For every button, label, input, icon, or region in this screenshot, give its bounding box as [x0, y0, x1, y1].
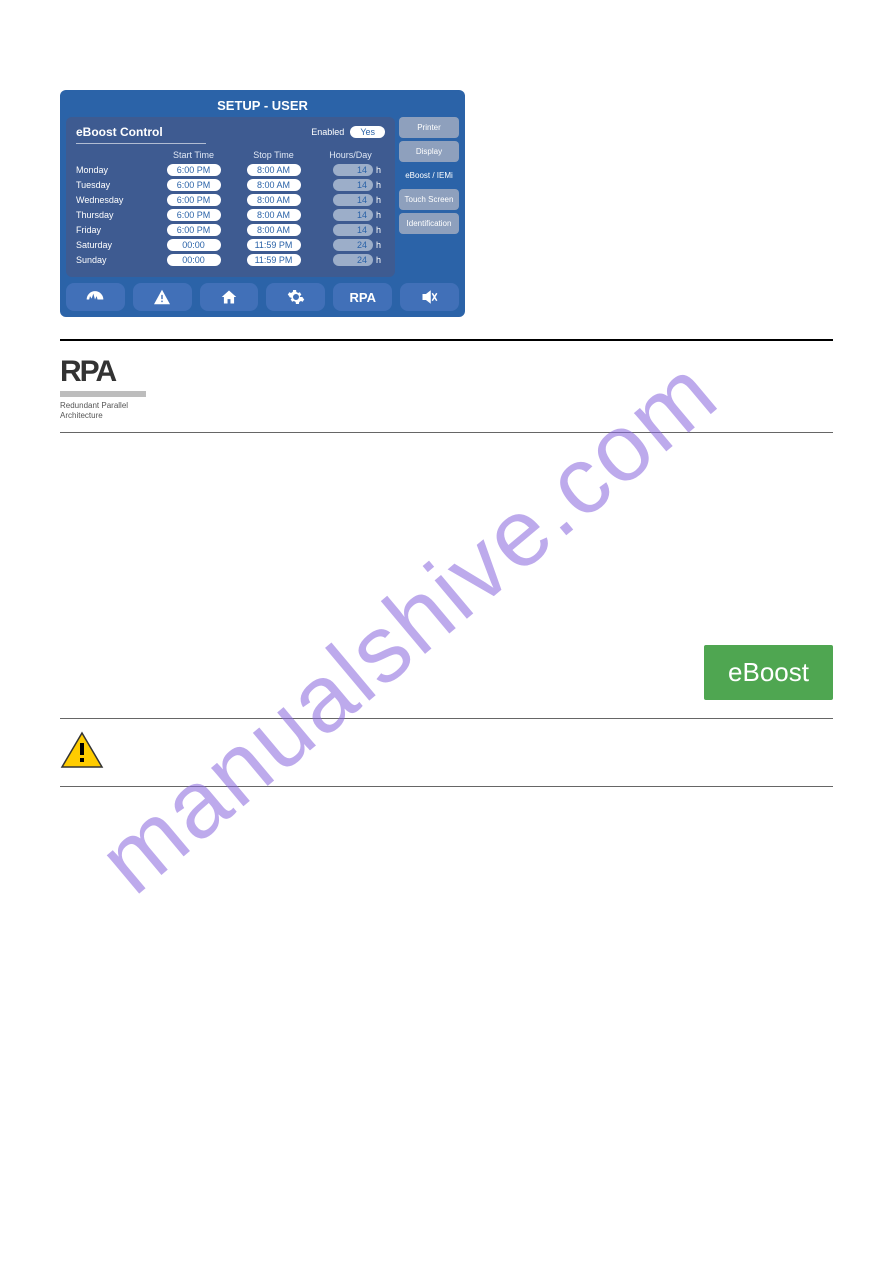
stop-time-value[interactable]: 8:00 AM	[247, 179, 301, 191]
settings-button[interactable]	[266, 283, 325, 311]
side-tab[interactable]: Identification	[399, 213, 459, 234]
side-tab[interactable]: Printer	[399, 117, 459, 138]
schedule-row: Thursday 6:00 PM 8:00 AM 14h	[76, 209, 385, 221]
hours-value: 14	[333, 209, 373, 221]
start-time-value[interactable]: 00:00	[167, 239, 221, 251]
schedule-row: Friday 6:00 PM 8:00 AM 14h	[76, 224, 385, 236]
eboost-button[interactable]: eBoost	[704, 645, 833, 700]
day-label: Tuesday	[76, 180, 156, 190]
rpa-block: RPA Redundant Parallel Architecture	[60, 355, 833, 420]
enabled-value[interactable]: Yes	[350, 126, 385, 138]
hours-unit: h	[376, 240, 381, 250]
rpa-button[interactable]: RPA	[333, 283, 392, 311]
section-title: eBoost Control	[76, 125, 163, 139]
panel-title: SETUP - USER	[66, 98, 459, 117]
gear-icon	[287, 288, 305, 306]
side-tab[interactable]: Display	[399, 141, 459, 162]
mute-icon	[421, 289, 439, 305]
schedule-row: Wednesday 6:00 PM 8:00 AM 14h	[76, 194, 385, 206]
day-label: Saturday	[76, 240, 156, 250]
start-time-value[interactable]: 6:00 PM	[167, 179, 221, 191]
eboost-control-pane: eBoost Control Enabled Yes Start Time St…	[66, 117, 395, 277]
stop-time-value[interactable]: 8:00 AM	[247, 224, 301, 236]
start-time-value[interactable]: 00:00	[167, 254, 221, 266]
day-label: Monday	[76, 165, 156, 175]
start-time-value[interactable]: 6:00 PM	[167, 209, 221, 221]
stop-time-value[interactable]: 11:59 PM	[247, 254, 301, 266]
setup-user-panel: SETUP - USER eBoost Control Enabled Yes …	[60, 90, 465, 317]
alert-button[interactable]	[133, 283, 192, 311]
side-tabs: Printer Display eBoost / IEMi Touch Screen I…	[399, 117, 459, 277]
rpa-subtitle-2: Architecture	[60, 411, 833, 421]
hours-value: 14	[333, 224, 373, 236]
side-tab[interactable]: Touch Screen	[399, 189, 459, 210]
hours-value: 14	[333, 164, 373, 176]
stop-time-value[interactable]: 8:00 AM	[247, 164, 301, 176]
gauge-button[interactable]	[66, 283, 125, 311]
home-button[interactable]	[200, 283, 259, 311]
stop-time-value[interactable]: 8:00 AM	[247, 209, 301, 221]
side-tab[interactable]: eBoost / IEMi	[399, 165, 459, 186]
warning-icon	[60, 731, 104, 769]
alert-triangle-icon	[153, 289, 171, 305]
start-time-value[interactable]: 6:00 PM	[167, 164, 221, 176]
day-label: Sunday	[76, 255, 156, 265]
schedule-row: Saturday 00:00 11:59 PM 24h	[76, 239, 385, 251]
hours-unit: h	[376, 210, 381, 220]
column-headers: Start Time Stop Time Hours/Day	[76, 150, 385, 160]
hours-value: 14	[333, 194, 373, 206]
schedule-row: Sunday 00:00 11:59 PM 24h	[76, 254, 385, 266]
stop-time-value[interactable]: 11:59 PM	[247, 239, 301, 251]
enabled-label: Enabled	[311, 127, 344, 137]
figure-caption	[60, 319, 833, 325]
home-icon	[220, 289, 238, 305]
day-label: Friday	[76, 225, 156, 235]
hours-unit: h	[376, 180, 381, 190]
mute-button[interactable]	[400, 283, 459, 311]
hours-unit: h	[376, 225, 381, 235]
hours-unit: h	[376, 195, 381, 205]
rpa-logo: RPA	[60, 355, 833, 389]
schedule-row: Tuesday 6:00 PM 8:00 AM 14h	[76, 179, 385, 191]
gauge-icon	[85, 289, 105, 305]
rpa-bar	[60, 391, 146, 397]
hours-value: 24	[333, 239, 373, 251]
start-time-value[interactable]: 6:00 PM	[167, 224, 221, 236]
start-time-value[interactable]: 6:00 PM	[167, 194, 221, 206]
schedule-row: Monday 6:00 PM 8:00 AM 14h	[76, 164, 385, 176]
hours-value: 24	[333, 254, 373, 266]
day-label: Thursday	[76, 210, 156, 220]
stop-time-value[interactable]: 8:00 AM	[247, 194, 301, 206]
rpa-subtitle-1: Redundant Parallel	[60, 401, 833, 411]
hours-unit: h	[376, 255, 381, 265]
hours-unit: h	[376, 165, 381, 175]
day-label: Wednesday	[76, 195, 156, 205]
hours-value: 14	[333, 179, 373, 191]
